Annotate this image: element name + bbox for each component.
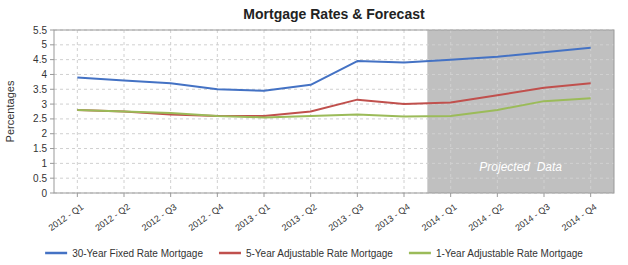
y-tick: [50, 59, 54, 60]
y-tick-label: 1.5: [33, 143, 47, 154]
grid-line-x: [217, 30, 218, 193]
y-tick: [50, 133, 54, 134]
grid-line-x: [357, 30, 358, 193]
y-tick: [50, 30, 54, 31]
y-tick-label: 5.5: [33, 25, 47, 36]
legend-label: 1-Year Adjustable Rate Mortgage: [436, 248, 583, 259]
grid-line-y: [54, 133, 614, 134]
y-tick: [50, 148, 54, 149]
legend: 30-Year Fixed Rate Mortgage 5-Year Adjust…: [45, 248, 583, 259]
series-lines: [77, 48, 590, 118]
x-tick-label: 2014 - Q4: [560, 202, 599, 233]
annotation-text: Projected Data: [479, 160, 562, 174]
series-line: [77, 98, 590, 117]
y-tick-label: 3: [41, 99, 47, 110]
y-tick: [50, 74, 54, 75]
x-tick: [77, 193, 78, 197]
grid-line-y: [54, 44, 614, 45]
x-tick: [497, 193, 498, 197]
grid-line-x: [590, 30, 591, 193]
legend-item: 5-Year Adjustable Rate Mortgage: [219, 248, 393, 259]
y-tick: [50, 163, 54, 164]
grid-line-y: [54, 74, 614, 75]
legend-swatch: [409, 252, 431, 255]
legend-label: 5-Year Adjustable Rate Mortgage: [246, 248, 393, 259]
x-tick-label: 2012 - Q2: [93, 202, 132, 233]
grid-line-y: [54, 178, 614, 179]
y-tick-label: 5: [41, 39, 47, 50]
x-tick: [590, 193, 591, 197]
legend-item: 1-Year Adjustable Rate Mortgage: [409, 248, 583, 259]
x-tick: [217, 193, 218, 197]
grid-line-x: [404, 30, 405, 193]
legend-label: 30-Year Fixed Rate Mortgage: [72, 248, 203, 259]
y-tick-label: 0: [41, 188, 47, 199]
y-tick: [50, 178, 54, 179]
y-tick-label: 4.5: [33, 54, 47, 65]
grid-line-x: [450, 30, 451, 193]
chart: Projected Data 0 0.5 1 1.5 2 2.5 3 3.5 4 4.5 5 5.5 20…: [0, 0, 628, 265]
x-tick: [357, 193, 358, 197]
y-tick-label: 3.5: [33, 84, 47, 95]
x-tick: [450, 193, 451, 197]
y-tick-label: 2.5: [33, 113, 47, 124]
x-tick-label: 2012 - Q1: [47, 202, 86, 233]
plot-background: [54, 30, 614, 193]
y-axis: 0 0.5 1 1.5 2 2.5 3 3.5 4 4.5 5 5.5: [33, 25, 54, 199]
grid-line-y: [54, 148, 614, 149]
y-tick: [50, 44, 54, 45]
y-tick: [50, 104, 54, 105]
legend-swatch: [45, 252, 67, 255]
grid-line-x: [77, 30, 78, 193]
x-tick: [124, 193, 125, 197]
x-tick-label: 2013 - Q1: [233, 202, 272, 233]
y-tick: [50, 193, 54, 194]
legend-swatch: [219, 252, 241, 255]
y-tick: [50, 118, 54, 119]
series-line: [77, 48, 590, 91]
grid-line-y: [54, 59, 614, 60]
x-tick-label: 2013 - Q2: [280, 202, 319, 233]
series-line: [77, 83, 590, 116]
x-tick-label: 2012 - Q3: [140, 202, 179, 233]
grid-line-x: [170, 30, 171, 193]
grid-line-y: [54, 118, 614, 119]
x-tick: [310, 193, 311, 197]
y-tick: [50, 89, 54, 90]
x-tick-label: 2012 - Q4: [187, 202, 226, 233]
y-tick-label: 4: [41, 69, 47, 80]
x-tick-label: 2014 - Q2: [467, 202, 506, 233]
x-axis: 2012 - Q12012 - Q22012 - Q32012 - Q42013…: [47, 193, 599, 233]
x-tick: [544, 193, 545, 197]
y-tick-label: 0.5: [33, 173, 47, 184]
y-axis-label: Percentages: [4, 80, 16, 142]
title: Mortgage Rates & Forecast: [243, 6, 425, 22]
x-tick: [404, 193, 405, 197]
x-tick-label: 2013 - Q3: [327, 202, 366, 233]
grid: [54, 30, 614, 193]
plot-frame: [54, 30, 614, 193]
x-tick: [264, 193, 265, 197]
x-tick: [170, 193, 171, 197]
x-tick-label: 2014 - Q1: [420, 202, 459, 233]
y-tick-label: 2: [41, 128, 47, 139]
x-tick-label: 2013 - Q4: [373, 202, 412, 233]
y-tick-label: 1: [41, 158, 47, 169]
x-tick-label: 2014 - Q3: [513, 202, 552, 233]
legend-item: 30-Year Fixed Rate Mortgage: [45, 248, 203, 259]
grid-line-x: [264, 30, 265, 193]
